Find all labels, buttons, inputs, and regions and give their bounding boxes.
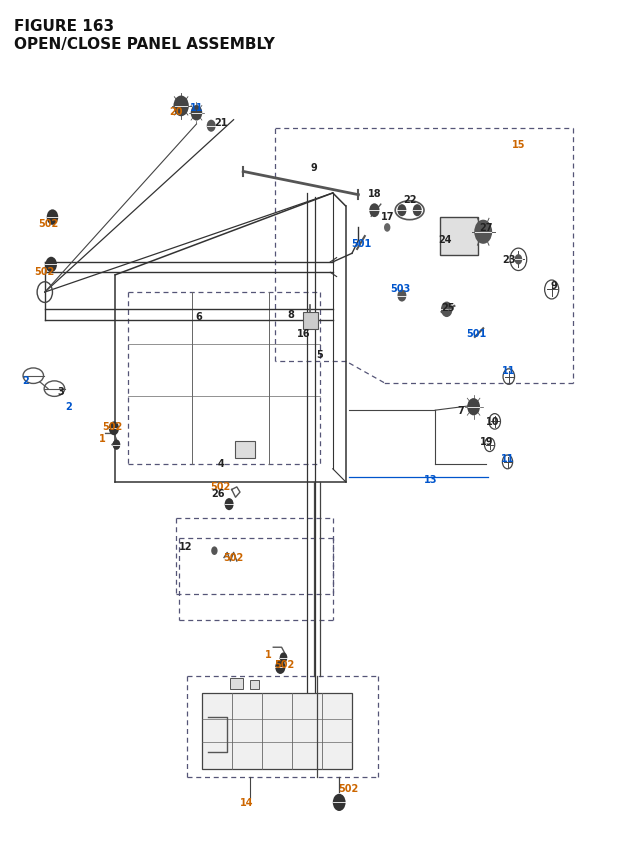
Circle shape xyxy=(515,255,522,265)
Circle shape xyxy=(191,106,202,121)
Text: 16: 16 xyxy=(297,328,311,338)
Text: 19: 19 xyxy=(479,437,493,447)
Text: 18: 18 xyxy=(367,189,381,199)
Text: 11: 11 xyxy=(189,102,204,113)
Circle shape xyxy=(109,422,119,436)
Circle shape xyxy=(173,96,189,117)
Text: 4: 4 xyxy=(218,458,224,468)
FancyBboxPatch shape xyxy=(230,678,243,689)
Text: 11: 11 xyxy=(502,365,516,375)
Text: 2: 2 xyxy=(66,401,72,412)
Text: 501: 501 xyxy=(467,329,487,339)
Circle shape xyxy=(280,653,287,663)
Text: OPEN/CLOSE PANEL ASSEMBLY: OPEN/CLOSE PANEL ASSEMBLY xyxy=(14,37,275,52)
Text: 502: 502 xyxy=(275,660,295,670)
Text: 23: 23 xyxy=(502,255,516,265)
Text: 502: 502 xyxy=(102,421,122,431)
Circle shape xyxy=(413,205,422,217)
Text: 9: 9 xyxy=(310,163,317,173)
Text: 8: 8 xyxy=(288,309,294,319)
Text: 5: 5 xyxy=(317,350,323,360)
Circle shape xyxy=(275,660,285,674)
Text: 503: 503 xyxy=(390,283,410,294)
Text: 15: 15 xyxy=(511,139,525,150)
Text: 27: 27 xyxy=(479,223,493,233)
Circle shape xyxy=(474,220,492,245)
FancyBboxPatch shape xyxy=(303,313,318,330)
Circle shape xyxy=(47,210,58,226)
Text: FIGURE 163: FIGURE 163 xyxy=(14,19,114,34)
FancyBboxPatch shape xyxy=(250,680,259,689)
Circle shape xyxy=(225,499,234,511)
Text: 25: 25 xyxy=(441,302,455,313)
Text: 11: 11 xyxy=(500,453,515,463)
Text: 3: 3 xyxy=(58,387,64,397)
Text: 22: 22 xyxy=(403,195,417,205)
Circle shape xyxy=(211,547,218,555)
Circle shape xyxy=(441,302,452,318)
Circle shape xyxy=(397,205,406,217)
Circle shape xyxy=(397,290,406,302)
Circle shape xyxy=(384,224,390,232)
Text: 502: 502 xyxy=(35,266,55,276)
Text: 10: 10 xyxy=(486,417,500,427)
Text: 6: 6 xyxy=(195,312,202,322)
Circle shape xyxy=(467,399,480,416)
Circle shape xyxy=(207,121,216,133)
Text: 20: 20 xyxy=(169,107,183,117)
Circle shape xyxy=(45,257,57,273)
Text: 502: 502 xyxy=(38,219,58,229)
FancyBboxPatch shape xyxy=(235,442,255,459)
Text: 7: 7 xyxy=(458,406,464,416)
Text: 2: 2 xyxy=(22,375,29,386)
Text: 26: 26 xyxy=(211,488,225,499)
Text: 17: 17 xyxy=(380,212,394,222)
Text: 24: 24 xyxy=(438,234,452,245)
Text: 14: 14 xyxy=(239,797,253,808)
Circle shape xyxy=(333,794,346,811)
Text: 13: 13 xyxy=(424,474,438,485)
Text: 501: 501 xyxy=(351,238,372,249)
Text: 1: 1 xyxy=(99,433,106,443)
Text: 21: 21 xyxy=(214,118,228,128)
Circle shape xyxy=(369,204,380,218)
Text: 12: 12 xyxy=(179,542,193,552)
Text: 502: 502 xyxy=(211,481,231,492)
FancyBboxPatch shape xyxy=(440,218,478,256)
FancyBboxPatch shape xyxy=(202,693,352,769)
Text: 502: 502 xyxy=(339,783,359,793)
Text: 1: 1 xyxy=(266,649,272,660)
Text: 9: 9 xyxy=(550,281,557,291)
Text: 502: 502 xyxy=(223,552,244,562)
Circle shape xyxy=(113,440,120,450)
